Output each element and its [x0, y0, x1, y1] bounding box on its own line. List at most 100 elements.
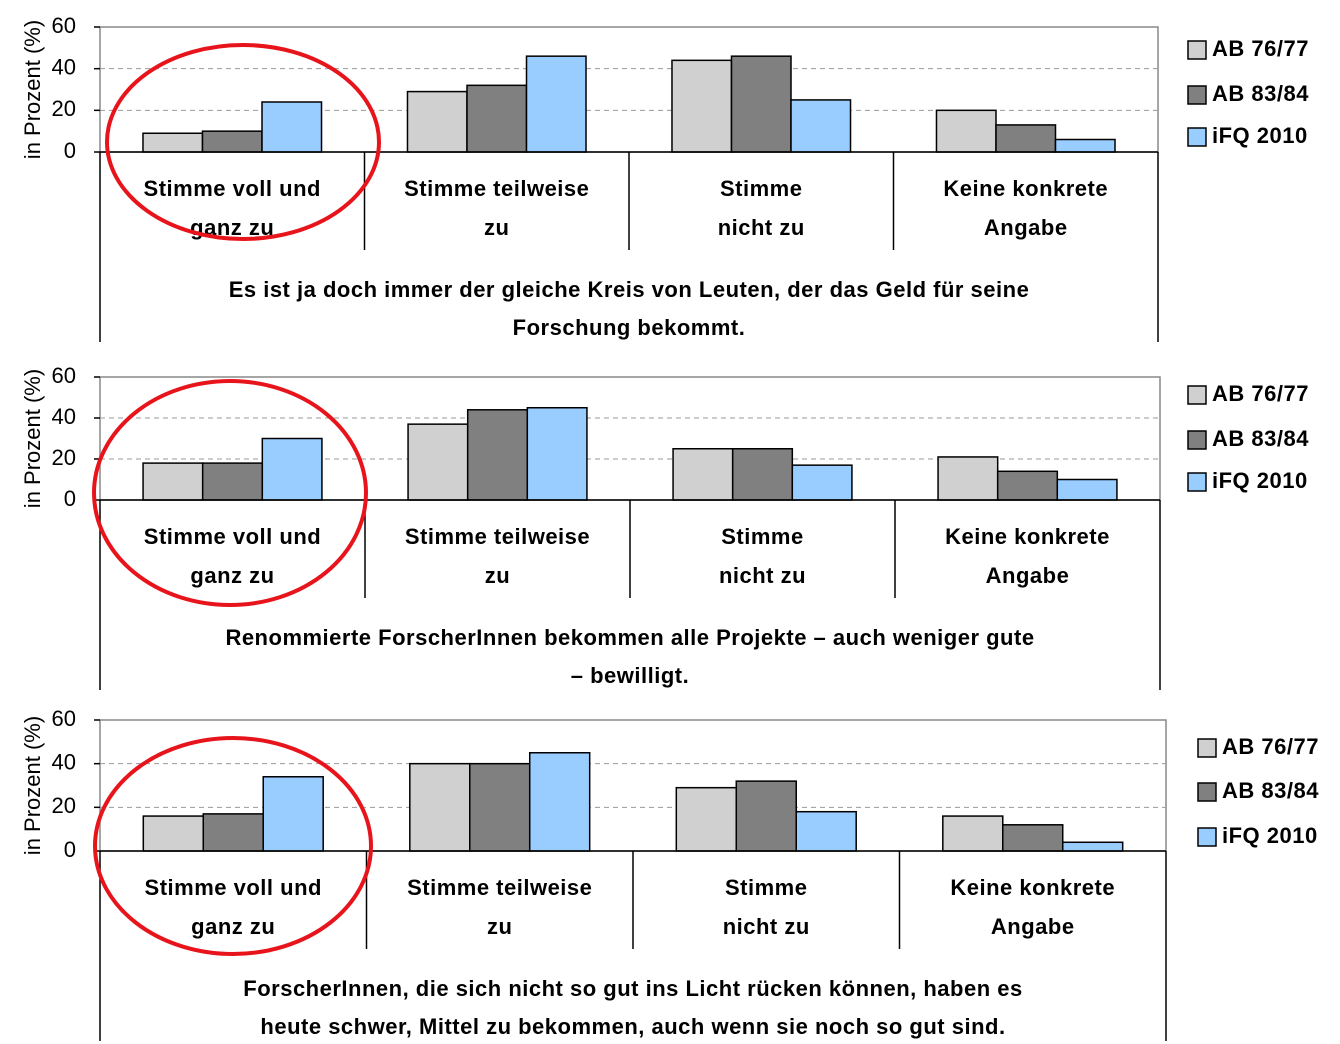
bar — [407, 423, 469, 501]
x-tick-label: Stimme teilweise — [404, 176, 589, 201]
x-tick-label: Angabe — [984, 215, 1068, 240]
legend-label: AB 83/84 — [1212, 426, 1309, 451]
x-tick-label: Keine konkrete — [943, 176, 1108, 201]
highlight-ellipse — [93, 736, 373, 956]
y-axis-label: in Prozent (%) — [20, 716, 45, 855]
bar — [201, 462, 264, 501]
bar — [1061, 841, 1124, 852]
bar — [528, 752, 591, 852]
y-tick-label: 60 — [52, 706, 76, 731]
y-tick-label: 60 — [52, 363, 76, 388]
bar — [675, 786, 738, 852]
bar — [142, 815, 205, 852]
bar — [1054, 138, 1116, 153]
bar — [261, 437, 323, 501]
x-tick-label: Keine konkrete — [950, 875, 1115, 900]
bar — [735, 780, 797, 852]
legend-label: iFQ 2010 — [1212, 123, 1308, 148]
y-tick-label: 40 — [52, 749, 76, 774]
x-tick-label: Stimme teilweise — [407, 875, 592, 900]
bar — [671, 59, 733, 153]
bar — [202, 813, 264, 852]
bar — [795, 810, 857, 852]
x-tick-label: Stimme voll und — [144, 176, 321, 201]
x-tick-label: Angabe — [986, 563, 1070, 588]
legend-swatch — [1187, 40, 1207, 60]
legend-swatch — [1187, 85, 1207, 105]
bar — [526, 407, 588, 501]
bar — [142, 132, 204, 153]
y-tick-label: 0 — [64, 486, 76, 511]
x-tick-label: Stimme — [725, 875, 807, 900]
x-axis-label: ForscherInnen, die sich nicht so gut ins… — [243, 976, 1022, 1001]
highlight-ellipse — [105, 43, 381, 241]
legend-label: AB 83/84 — [1212, 81, 1309, 106]
bar — [525, 55, 587, 153]
legend-swatch — [1187, 127, 1207, 147]
bar — [731, 448, 794, 501]
y-tick-label: 20 — [52, 96, 76, 121]
legend-label: AB 76/77 — [1212, 381, 1309, 406]
x-axis-label: Forschung bekommt. — [513, 315, 746, 340]
y-axis-label: in Prozent (%) — [20, 20, 45, 159]
legend-swatch — [1187, 430, 1207, 450]
y-axis-label: in Prozent (%) — [20, 369, 45, 508]
y-tick-label: 20 — [52, 793, 76, 818]
x-axis-label: heute schwer, Mittel zu bekommen, auch w… — [260, 1014, 1005, 1039]
bar — [996, 470, 1059, 501]
legend-swatch — [1187, 472, 1207, 492]
bar — [942, 815, 1004, 852]
x-axis-label: Renommierte ForscherInnen bekommen alle … — [225, 625, 1034, 650]
bar — [937, 456, 999, 501]
x-tick-label: Keine konkrete — [945, 524, 1110, 549]
legend-swatch — [1197, 827, 1217, 847]
x-tick-label: Angabe — [991, 914, 1075, 939]
y-tick-label: 0 — [64, 138, 76, 163]
bar — [466, 409, 529, 501]
bar — [409, 762, 471, 852]
bar — [1056, 478, 1118, 501]
bar — [730, 55, 792, 153]
legend-label: iFQ 2010 — [1212, 468, 1308, 493]
highlight-ellipse — [92, 379, 368, 607]
x-axis-label: – bewilligt. — [571, 663, 689, 688]
x-tick-label: zu — [484, 215, 509, 240]
legend-label: AB 83/84 — [1222, 778, 1319, 803]
bar — [672, 448, 734, 501]
bar — [791, 464, 853, 501]
bar — [142, 462, 204, 501]
x-tick-label: ganz zu — [190, 563, 274, 588]
bar — [790, 99, 852, 153]
legend-label: iFQ 2010 — [1222, 823, 1318, 848]
bar — [201, 130, 263, 153]
y-tick-label: 40 — [52, 54, 76, 79]
x-tick-label: ganz zu — [191, 914, 275, 939]
x-axis-label: Es ist ja doch immer der gleiche Kreis v… — [229, 277, 1030, 302]
y-tick-label: 60 — [52, 13, 76, 38]
y-tick-label: 20 — [52, 445, 76, 470]
y-tick-label: 40 — [52, 404, 76, 429]
y-tick-label: 0 — [64, 837, 76, 862]
legend-swatch — [1187, 385, 1207, 405]
legend-swatch — [1197, 782, 1217, 802]
bar — [469, 762, 531, 852]
x-tick-label: Stimme — [721, 524, 803, 549]
legend-swatch — [1197, 738, 1217, 758]
x-tick-label: Stimme teilweise — [405, 524, 590, 549]
x-tick-label: zu — [487, 914, 512, 939]
bar — [466, 84, 528, 153]
x-tick-label: nicht zu — [723, 914, 810, 939]
x-tick-label: zu — [485, 563, 510, 588]
bar — [1002, 824, 1064, 852]
bar — [935, 109, 997, 153]
bar — [261, 101, 323, 153]
x-tick-label: Stimme voll und — [144, 524, 321, 549]
x-tick-label: nicht zu — [719, 563, 806, 588]
bar — [995, 124, 1057, 153]
x-tick-label: nicht zu — [718, 215, 805, 240]
x-tick-label: Stimme — [720, 176, 802, 201]
legend-label: AB 76/77 — [1212, 36, 1309, 61]
legend-label: AB 76/77 — [1222, 734, 1319, 759]
x-tick-label: Stimme voll und — [145, 875, 322, 900]
